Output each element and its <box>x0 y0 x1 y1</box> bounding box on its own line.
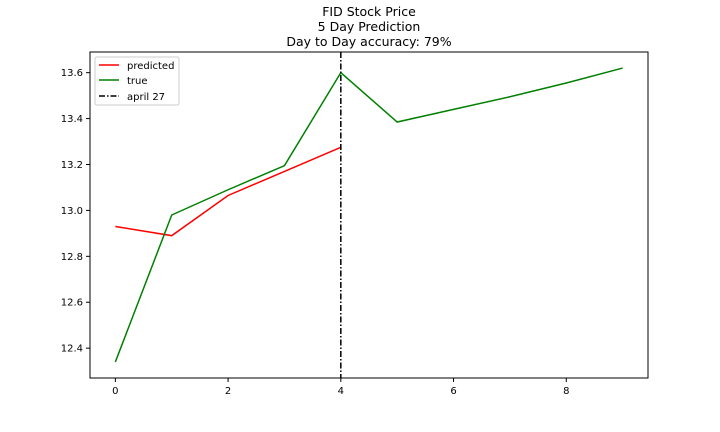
y-tick-label: 13.4 <box>61 114 83 125</box>
x-tick-label: 4 <box>338 386 344 397</box>
legend: predicted true april 27 <box>94 56 180 106</box>
x-tick-label: 2 <box>225 386 231 397</box>
y-tick-label: 13.0 <box>61 206 83 217</box>
y-tick-label: 13.2 <box>61 160 83 171</box>
x-axis: 0 2 4 6 8 <box>112 378 569 397</box>
legend-label-april-27: april 27 <box>127 92 165 103</box>
chart-title: FID Stock Price <box>322 4 416 19</box>
y-tick-label: 12.8 <box>61 252 83 263</box>
plot-lines <box>114 52 623 378</box>
x-tick-label: 8 <box>563 386 569 397</box>
chart-subtitle-2: Day to Day accuracy: 79% <box>286 34 451 49</box>
series-line-predicted <box>115 146 342 237</box>
plot-frame <box>89 51 649 379</box>
y-tick-label: 12.4 <box>61 344 83 355</box>
series-line-true <box>114 67 623 363</box>
y-tick-label: 13.6 <box>61 68 83 79</box>
legend-label-true: true <box>127 76 148 87</box>
legend-box <box>94 56 180 106</box>
chart-subtitle-1: 5 Day Prediction <box>318 19 421 34</box>
legend-label-predicted: predicted <box>127 61 174 72</box>
y-axis: 12.4 12.6 12.8 13.0 13.2 13.4 13.6 <box>61 68 90 355</box>
y-tick-label: 12.6 <box>61 298 83 309</box>
x-tick-label: 0 <box>112 386 118 397</box>
x-tick-label: 6 <box>450 386 456 397</box>
